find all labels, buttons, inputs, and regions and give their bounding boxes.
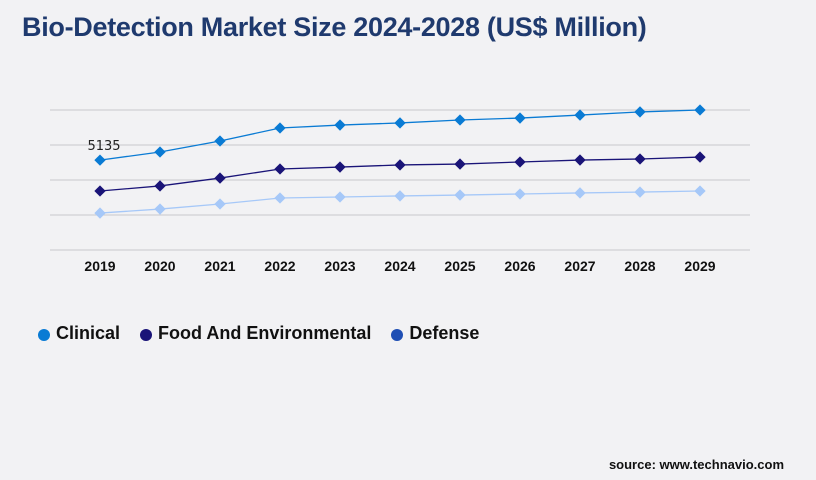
data-point: [94, 207, 106, 219]
legend: Clinical Food And Environmental Defense: [38, 323, 479, 344]
data-point: [574, 154, 586, 166]
data-point: [274, 163, 286, 175]
x-tick-label: 2025: [444, 258, 475, 274]
legend-dot-icon: [140, 329, 153, 341]
data-point: [694, 185, 706, 197]
x-tick-label: 2028: [624, 258, 655, 274]
legend-label: Defense: [409, 323, 480, 343]
data-point: [454, 114, 466, 126]
legend-label: Food And Environmental: [158, 323, 372, 343]
data-point: [274, 192, 286, 204]
x-tick-label: 2026: [504, 258, 535, 274]
x-tick-label: 2020: [144, 258, 175, 274]
data-point: [454, 158, 466, 170]
data-point: [694, 104, 706, 116]
legend-label: Clinical: [56, 323, 121, 343]
data-point: [94, 185, 106, 197]
data-point: [214, 172, 226, 184]
x-tick-label: 2023: [324, 258, 355, 274]
data-point: [514, 156, 526, 168]
x-tick-label: 2027: [564, 258, 595, 274]
chart-title: Bio-Detection Market Size 2024-2028 (US$…: [22, 12, 647, 42]
x-tick-label: 2022: [264, 258, 295, 274]
x-tick-label: 2021: [204, 258, 235, 274]
x-tick-label: 2029: [684, 258, 715, 274]
data-point: [574, 109, 586, 121]
legend-dot-icon: [38, 329, 50, 341]
legend-item: Clinical: [38, 323, 120, 344]
data-point: [694, 151, 706, 163]
data-point: [574, 187, 586, 199]
data-point: [334, 191, 346, 203]
data-point: [394, 190, 406, 202]
data-point: [274, 122, 286, 134]
data-point: [94, 154, 106, 166]
legend-item: Defense: [391, 323, 479, 344]
data-point: [334, 161, 346, 173]
legend-item: Food And Environmental: [140, 323, 371, 344]
data-point: [394, 159, 406, 171]
x-tick-label: 2019: [84, 258, 115, 274]
data-point: [154, 180, 166, 192]
data-point: [634, 153, 646, 165]
data-point: [454, 189, 466, 201]
data-point: [634, 186, 646, 198]
legend-dot-icon: [391, 329, 404, 341]
data-point: [514, 188, 526, 200]
data-point: [154, 146, 166, 158]
data-point: [514, 112, 526, 124]
data-point: [634, 106, 646, 118]
data-point: [394, 117, 406, 129]
data-point: [214, 135, 226, 147]
data-point: [334, 119, 346, 131]
source-text: source: www.technavio.com: [608, 457, 784, 472]
data-point: [154, 203, 166, 215]
x-tick-label: 2024: [384, 258, 415, 274]
data-point: [214, 198, 226, 210]
data-label: 5135: [87, 139, 120, 154]
